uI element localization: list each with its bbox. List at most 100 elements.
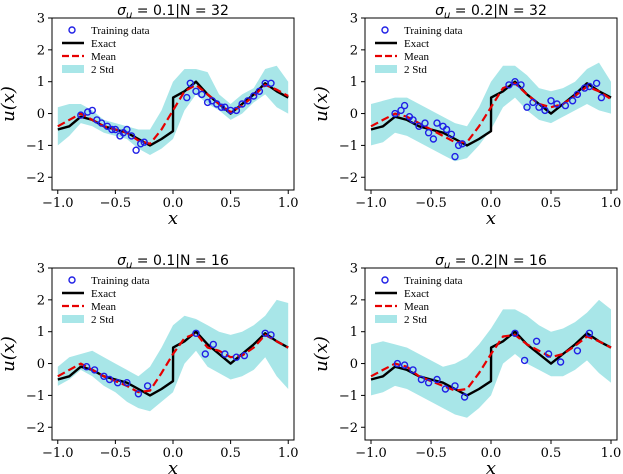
training-point <box>132 146 140 154</box>
legend-label: Exact <box>91 288 116 300</box>
y-tick-label: 2 <box>37 43 45 58</box>
training-point <box>520 356 529 365</box>
training-point <box>136 140 145 148</box>
y-tick-label: 3 <box>37 12 45 27</box>
x-axis-label: x <box>168 208 178 229</box>
training-point <box>105 375 114 384</box>
y-tick-label: 0 <box>37 107 45 122</box>
mean-line <box>370 333 612 392</box>
y-axis-label: u(x) <box>0 86 19 122</box>
y-tick-label: 0 <box>37 357 45 372</box>
x-axis-label: x <box>486 458 496 474</box>
y-tick-label: −1 <box>339 389 358 404</box>
legend-marker <box>62 315 84 323</box>
y-tick-label: −2 <box>339 171 358 186</box>
training-point <box>585 329 594 337</box>
legend-item: Exact <box>375 38 429 50</box>
legend-item: Exact <box>62 38 116 50</box>
training-point <box>221 103 229 111</box>
training-point <box>553 100 561 108</box>
legend-item: 2 Std <box>62 314 114 326</box>
y-tick-label: −1 <box>339 139 358 154</box>
chart-title: σu = 0.2|N = 32 <box>435 3 547 21</box>
y-tick-label: −1 <box>26 389 45 404</box>
legend-item: Training data <box>68 275 150 287</box>
legend-label: 2 Std <box>91 314 114 326</box>
training-point <box>592 79 601 88</box>
training-point <box>232 353 241 361</box>
mean-line <box>370 82 612 144</box>
training-point <box>397 106 405 115</box>
training-point <box>123 379 131 387</box>
x-tick-label: 0.0 <box>163 446 184 461</box>
training-point <box>198 90 206 99</box>
x-tick-label: 1.0 <box>601 196 622 211</box>
legend-marker <box>375 315 397 323</box>
legend-item: Mean <box>62 301 117 313</box>
training-point <box>547 97 555 105</box>
y-tick-label: 0 <box>350 357 358 372</box>
legend-item: 2 Std <box>375 64 427 76</box>
legend-label: 2 Std <box>404 314 427 326</box>
x-tick-label: −1.0 <box>355 446 387 461</box>
x-tick-label: 1.0 <box>278 196 299 211</box>
training-point <box>544 350 553 358</box>
chart-title: σu = 0.1|N = 32 <box>117 3 229 21</box>
training-point <box>441 385 450 393</box>
training-point <box>556 358 565 366</box>
x-tick-label: −0.5 <box>100 446 132 461</box>
training-point <box>573 347 582 355</box>
x-tick-label: 0.5 <box>541 446 562 461</box>
training-point <box>433 119 441 127</box>
x-tick-label: 0.0 <box>163 196 184 211</box>
training-point <box>505 81 513 89</box>
legend-label: Training data <box>91 275 150 287</box>
x-tick-label: 0.5 <box>220 446 241 461</box>
legend-item: Training data <box>68 25 150 37</box>
chart-panel-3: −1.0 −0.5 0.0 0.5 1.0 −2 −1 0 1 2 3 σu = 0.1|N = 16… <box>0 253 299 474</box>
training-point <box>209 340 218 349</box>
training-point <box>123 125 131 134</box>
training-point <box>568 97 577 105</box>
training-point <box>573 90 582 99</box>
y-tick-label: 3 <box>37 262 45 277</box>
legend-label: Mean <box>404 51 430 63</box>
training-point <box>400 361 409 369</box>
training-point <box>201 350 210 358</box>
legend-label: Training data <box>404 275 463 287</box>
training-point <box>535 103 543 111</box>
training-point <box>451 152 459 161</box>
legend-item: Exact <box>375 288 429 300</box>
legend-label: Mean <box>91 51 117 63</box>
training-point <box>424 128 433 137</box>
legend-label: Exact <box>91 38 116 50</box>
y-tick-label: 2 <box>350 293 358 308</box>
training-point <box>433 375 441 384</box>
x-tick-label: 0.0 <box>481 196 502 211</box>
training-point <box>203 98 212 107</box>
training-point <box>442 125 451 134</box>
training-point <box>100 372 108 380</box>
x-tick-label: −0.5 <box>100 196 132 211</box>
legend-marker <box>381 26 389 34</box>
legend-marker <box>381 276 389 284</box>
training-point <box>523 103 531 111</box>
y-tick-label: 3 <box>350 262 358 277</box>
training-point <box>192 329 200 337</box>
training-point <box>192 87 200 96</box>
training-point <box>113 379 122 387</box>
x-tick-label: 1.0 <box>278 446 299 461</box>
training-point <box>511 329 519 337</box>
training-point <box>221 350 229 358</box>
training-point <box>127 132 136 140</box>
legend-label: Mean <box>91 301 117 313</box>
training-point <box>451 382 459 390</box>
legend-item: 2 Std <box>375 314 427 326</box>
legend-item: Training data <box>381 275 463 287</box>
x-tick-label: −0.5 <box>415 446 447 461</box>
training-point <box>393 359 402 368</box>
chart-panel-2: −1.0 −0.5 0.0 0.5 1.0 −2 −1 0 1 2 3 σu = 0.2|N = 32… <box>311 3 621 229</box>
